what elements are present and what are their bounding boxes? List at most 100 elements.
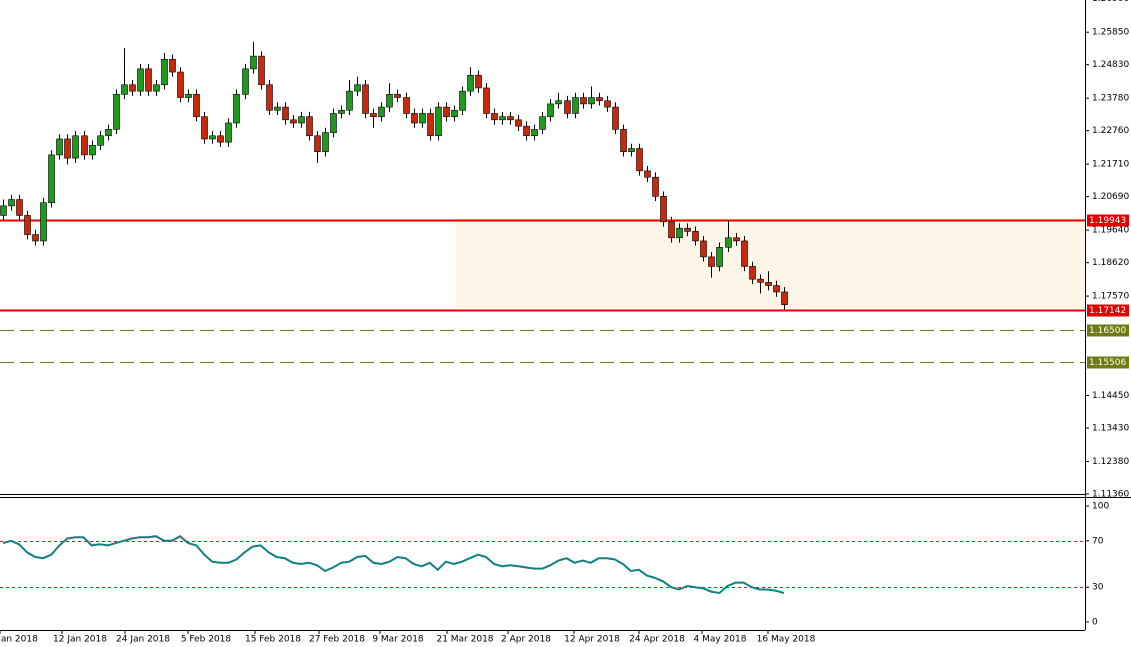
candle-body bbox=[314, 135, 321, 153]
candle-body bbox=[781, 291, 788, 305]
y-tick-label: 1.25850 bbox=[1092, 28, 1129, 38]
candle-body bbox=[64, 138, 71, 159]
candle-body bbox=[459, 90, 466, 111]
candle-body bbox=[749, 266, 756, 280]
candle-body bbox=[700, 240, 707, 258]
y2-tick-label: 70 bbox=[1092, 536, 1104, 546]
y-tick-label: 1.12380 bbox=[1092, 457, 1129, 467]
x-tick-label: 15 Feb 2018 bbox=[245, 635, 301, 645]
y-tick-label: 1.18620 bbox=[1092, 258, 1129, 268]
candle-body bbox=[419, 113, 426, 124]
candle-body bbox=[137, 68, 144, 92]
candle-body bbox=[427, 113, 434, 137]
candle-body bbox=[507, 116, 514, 121]
candle-body bbox=[523, 125, 530, 137]
y-tick-label: 1.20690 bbox=[1092, 192, 1129, 202]
candle-body bbox=[668, 221, 675, 239]
x-tick-label: 27 Feb 2018 bbox=[309, 635, 365, 645]
y-tick-label: 1.22760 bbox=[1092, 126, 1129, 136]
candle-body bbox=[612, 106, 619, 130]
x-tick-label: Jan 2018 bbox=[0, 635, 38, 645]
candle-body bbox=[773, 285, 780, 293]
candle-body bbox=[193, 94, 200, 117]
candle-body bbox=[475, 74, 482, 89]
x-tick-label: 12 Apr 2018 bbox=[564, 635, 620, 645]
level-label: 1.16500 bbox=[1089, 326, 1126, 336]
y-tick-label: 1.19640 bbox=[1092, 226, 1129, 236]
candle-body bbox=[16, 199, 23, 216]
x-tick-label: 4 May 2018 bbox=[694, 635, 747, 645]
y2-tick-label: 30 bbox=[1092, 583, 1104, 593]
level-box bbox=[1087, 324, 1129, 337]
candle-body bbox=[652, 176, 659, 197]
rsi-line bbox=[2, 534, 785, 595]
candle-body bbox=[0, 205, 7, 216]
candle-body bbox=[547, 103, 554, 117]
candle-body bbox=[40, 202, 47, 242]
x-tick-label: 24 Jan 2018 bbox=[116, 635, 170, 645]
level-label: 1.17142 bbox=[1089, 306, 1126, 316]
candle-body bbox=[491, 113, 498, 121]
candle-body bbox=[250, 55, 257, 70]
candle-body bbox=[386, 94, 393, 108]
candle-body bbox=[113, 94, 120, 130]
zone bbox=[456, 218, 1085, 308]
candle-body bbox=[306, 116, 313, 137]
x-tick-label: 5 Feb 2018 bbox=[181, 635, 232, 645]
y-tick-label: 1.21710 bbox=[1092, 160, 1129, 170]
candle-body bbox=[394, 94, 401, 98]
candle-body bbox=[765, 282, 772, 286]
candle-body bbox=[443, 106, 450, 117]
candle-body bbox=[403, 97, 410, 114]
candle-body bbox=[24, 215, 31, 235]
y-tick-label: 1.23780 bbox=[1092, 94, 1129, 104]
candle-body bbox=[539, 116, 546, 130]
candle-body bbox=[330, 113, 337, 133]
x-tick-label: 9 Mar 2018 bbox=[372, 635, 424, 645]
candle-body bbox=[716, 247, 723, 267]
candle-body bbox=[177, 71, 184, 98]
candle-body bbox=[48, 154, 55, 203]
candle-body bbox=[209, 135, 216, 140]
level-box bbox=[1087, 214, 1129, 227]
candle-body bbox=[708, 256, 715, 267]
candle-body bbox=[298, 116, 305, 124]
candle-body bbox=[725, 237, 732, 248]
candle-body bbox=[644, 170, 651, 178]
x-tick-label: 21 Mar 2018 bbox=[436, 635, 493, 645]
candle-body bbox=[757, 278, 764, 283]
candle-body bbox=[741, 240, 748, 267]
candle-body bbox=[185, 94, 192, 98]
candle-body bbox=[290, 119, 297, 124]
level-box bbox=[1087, 356, 1129, 369]
candle-body bbox=[564, 100, 571, 114]
y-tick-label: 1.14450 bbox=[1092, 391, 1129, 401]
y-tick-label: 1.24830 bbox=[1092, 60, 1129, 70]
candle-body bbox=[370, 113, 377, 117]
candle-body bbox=[233, 94, 240, 124]
y2-tick-label: 100 bbox=[1092, 502, 1109, 512]
y-tick-label: 1.11360 bbox=[1092, 490, 1129, 500]
candle-body bbox=[362, 84, 369, 114]
y-tick-label: 1.17570 bbox=[1092, 292, 1129, 302]
y2-tick-label: 0 bbox=[1092, 618, 1098, 628]
candle-body bbox=[56, 138, 63, 156]
candle-body bbox=[531, 129, 538, 137]
candle-body bbox=[129, 84, 136, 92]
candle-body bbox=[467, 74, 474, 92]
candle-body bbox=[97, 135, 104, 146]
candle-body bbox=[258, 55, 265, 86]
candle-body bbox=[499, 116, 506, 121]
candle-body bbox=[596, 97, 603, 102]
candle-body bbox=[580, 97, 587, 105]
candle-body bbox=[338, 109, 345, 114]
x-tick-label: 12 Jan 2018 bbox=[53, 635, 107, 645]
candle-body bbox=[483, 87, 490, 114]
candle-body bbox=[346, 90, 353, 111]
candle-body bbox=[676, 227, 683, 239]
candle-body bbox=[411, 113, 418, 124]
candle-body bbox=[105, 129, 112, 137]
candle-body bbox=[555, 100, 562, 105]
candle-body bbox=[636, 148, 643, 172]
